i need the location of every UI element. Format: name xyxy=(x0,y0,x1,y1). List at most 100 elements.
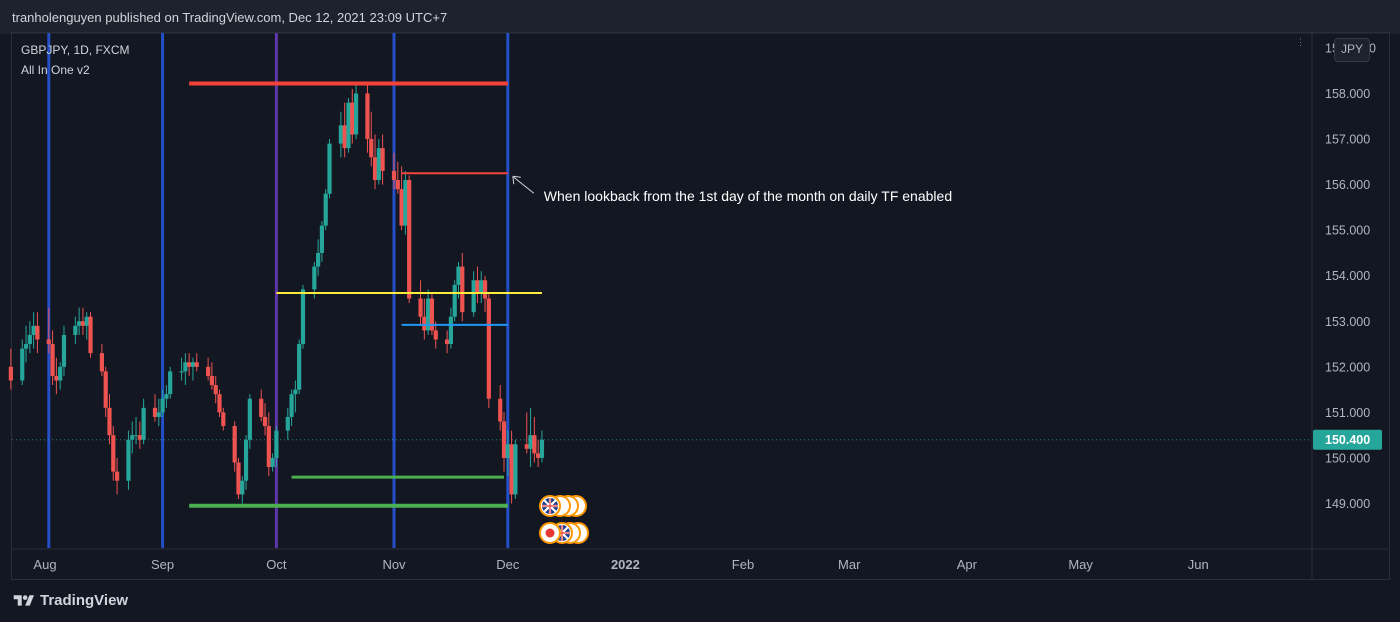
candle-body xyxy=(380,148,385,171)
candle-body xyxy=(482,280,488,299)
candle-body xyxy=(266,426,271,468)
candle-body xyxy=(429,298,435,331)
candle-body xyxy=(365,93,370,140)
uk-flag-icon[interactable] xyxy=(539,495,561,517)
x-tick-label: Nov xyxy=(382,557,406,572)
candle-body xyxy=(448,316,454,345)
y-tick-label: 150.000 xyxy=(1325,451,1370,465)
candle-body xyxy=(77,321,82,326)
candle-body xyxy=(338,125,343,144)
candle-body xyxy=(61,334,67,367)
candle-body xyxy=(187,362,192,367)
y-tick-label: 152.000 xyxy=(1325,360,1370,374)
y-tick-label: 149.000 xyxy=(1325,497,1370,511)
candle-body xyxy=(46,339,51,345)
candle-body xyxy=(376,148,381,181)
y-tick-label: 158.000 xyxy=(1325,87,1370,101)
candle-body xyxy=(372,157,378,181)
candle-body xyxy=(156,412,161,417)
x-tick-label: Oct xyxy=(266,557,287,572)
y-tick-label-partial-suffix: 0 xyxy=(1369,41,1376,55)
candle-body xyxy=(426,298,431,331)
candle-body xyxy=(58,366,63,381)
annotation-arrowhead xyxy=(512,175,521,185)
candle-body xyxy=(513,444,518,495)
candle-body xyxy=(190,362,196,367)
candle-body xyxy=(126,439,131,481)
candle-body xyxy=(407,180,412,299)
candle-body xyxy=(452,284,457,317)
candle-body xyxy=(111,435,116,472)
candle-body xyxy=(152,407,158,417)
candle-body xyxy=(509,444,514,495)
candle-body xyxy=(103,371,108,408)
candle-body xyxy=(236,462,241,495)
candle-body xyxy=(312,266,317,290)
candle-body xyxy=(35,325,40,340)
candle-body xyxy=(300,289,306,345)
x-tick-label: Mar xyxy=(838,557,861,572)
x-tick-label: May xyxy=(1068,557,1093,572)
japan-flag-icon[interactable] xyxy=(539,522,561,544)
publish-header: tranholenguyen published on TradingView.… xyxy=(0,0,1400,34)
candle-body xyxy=(243,439,249,481)
candle-body xyxy=(293,389,298,395)
candle-body xyxy=(133,435,139,437)
brand-name: TradingView xyxy=(40,592,129,609)
candle-body xyxy=(479,280,484,294)
candle-body xyxy=(164,394,169,399)
candle-body xyxy=(486,298,491,399)
y-tick-label: 151.000 xyxy=(1325,406,1370,420)
candle-body xyxy=(369,139,374,158)
candle-body xyxy=(168,371,173,395)
candle-body xyxy=(353,93,359,135)
candle-body xyxy=(505,444,510,458)
candle-body xyxy=(422,316,427,331)
indicator-label: All In One v2 xyxy=(21,63,90,77)
candle-body xyxy=(84,316,89,326)
candle-body xyxy=(346,102,351,149)
y-tick-label: 156.000 xyxy=(1325,178,1370,192)
candle-body xyxy=(73,325,78,335)
candle-body xyxy=(80,321,86,326)
candle-body xyxy=(342,125,347,149)
candle-body xyxy=(259,398,264,417)
candle-body xyxy=(240,480,245,495)
candle-body xyxy=(471,280,476,313)
dots-icon[interactable]: ⋮ xyxy=(1296,37,1305,47)
tradingview-logo-icon xyxy=(13,594,34,606)
last-price-label: 150.400 xyxy=(1325,433,1370,447)
y-tick-label: 157.000 xyxy=(1325,133,1370,147)
x-tick-label: 2022 xyxy=(611,557,640,572)
candle-body xyxy=(289,394,294,417)
candle-body xyxy=(194,362,199,367)
candle-body xyxy=(8,366,13,381)
candle-body xyxy=(217,394,222,413)
candle-body xyxy=(31,325,36,335)
candle-body xyxy=(316,252,321,267)
candle-body xyxy=(183,362,188,372)
x-tick-label: Jun xyxy=(1188,557,1209,572)
candle-body xyxy=(50,344,55,376)
x-tick-label: Dec xyxy=(496,557,520,572)
candle-body xyxy=(27,334,32,345)
candle-body xyxy=(297,344,302,390)
candle-body xyxy=(460,266,465,313)
candle-body xyxy=(160,398,165,413)
candle-body xyxy=(262,416,268,427)
x-tick-label: Aug xyxy=(33,557,56,572)
x-tick-label: Feb xyxy=(732,557,754,572)
candle-body xyxy=(247,398,252,440)
candle-body xyxy=(498,398,503,422)
candle-body xyxy=(114,471,120,481)
candle-body xyxy=(54,375,59,381)
candle-body xyxy=(532,435,537,454)
candle-body xyxy=(270,457,275,468)
chart-frame xyxy=(11,32,1390,580)
x-tick-label: Apr xyxy=(957,557,978,572)
currency-button[interactable]: JPY xyxy=(1334,38,1370,62)
candle-body xyxy=(23,344,29,349)
candle-body xyxy=(399,189,404,226)
candle-body xyxy=(323,193,328,226)
